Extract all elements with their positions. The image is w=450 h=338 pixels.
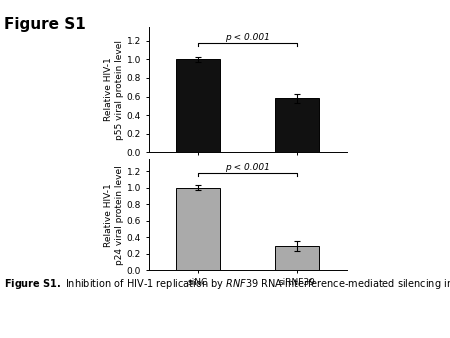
Y-axis label: Relative HIV-1
p55 viral protein level: Relative HIV-1 p55 viral protein level <box>104 40 124 140</box>
Text: p < 0.001: p < 0.001 <box>225 163 270 172</box>
Bar <box>274 246 320 270</box>
Bar <box>176 59 220 152</box>
Text: Figure S1: Figure S1 <box>4 17 86 32</box>
Text: $\mathbf{Figure\ S1.}$ Inhibition of HIV-1 replication by $\mathit{RNF39}$ RNA i: $\mathbf{Figure\ S1.}$ Inhibition of HIV… <box>4 277 450 291</box>
Bar <box>176 188 220 270</box>
Text: p < 0.001: p < 0.001 <box>225 33 270 42</box>
Bar <box>274 98 320 152</box>
Y-axis label: Relative HIV-1
p24 viral protein level: Relative HIV-1 p24 viral protein level <box>104 165 124 265</box>
